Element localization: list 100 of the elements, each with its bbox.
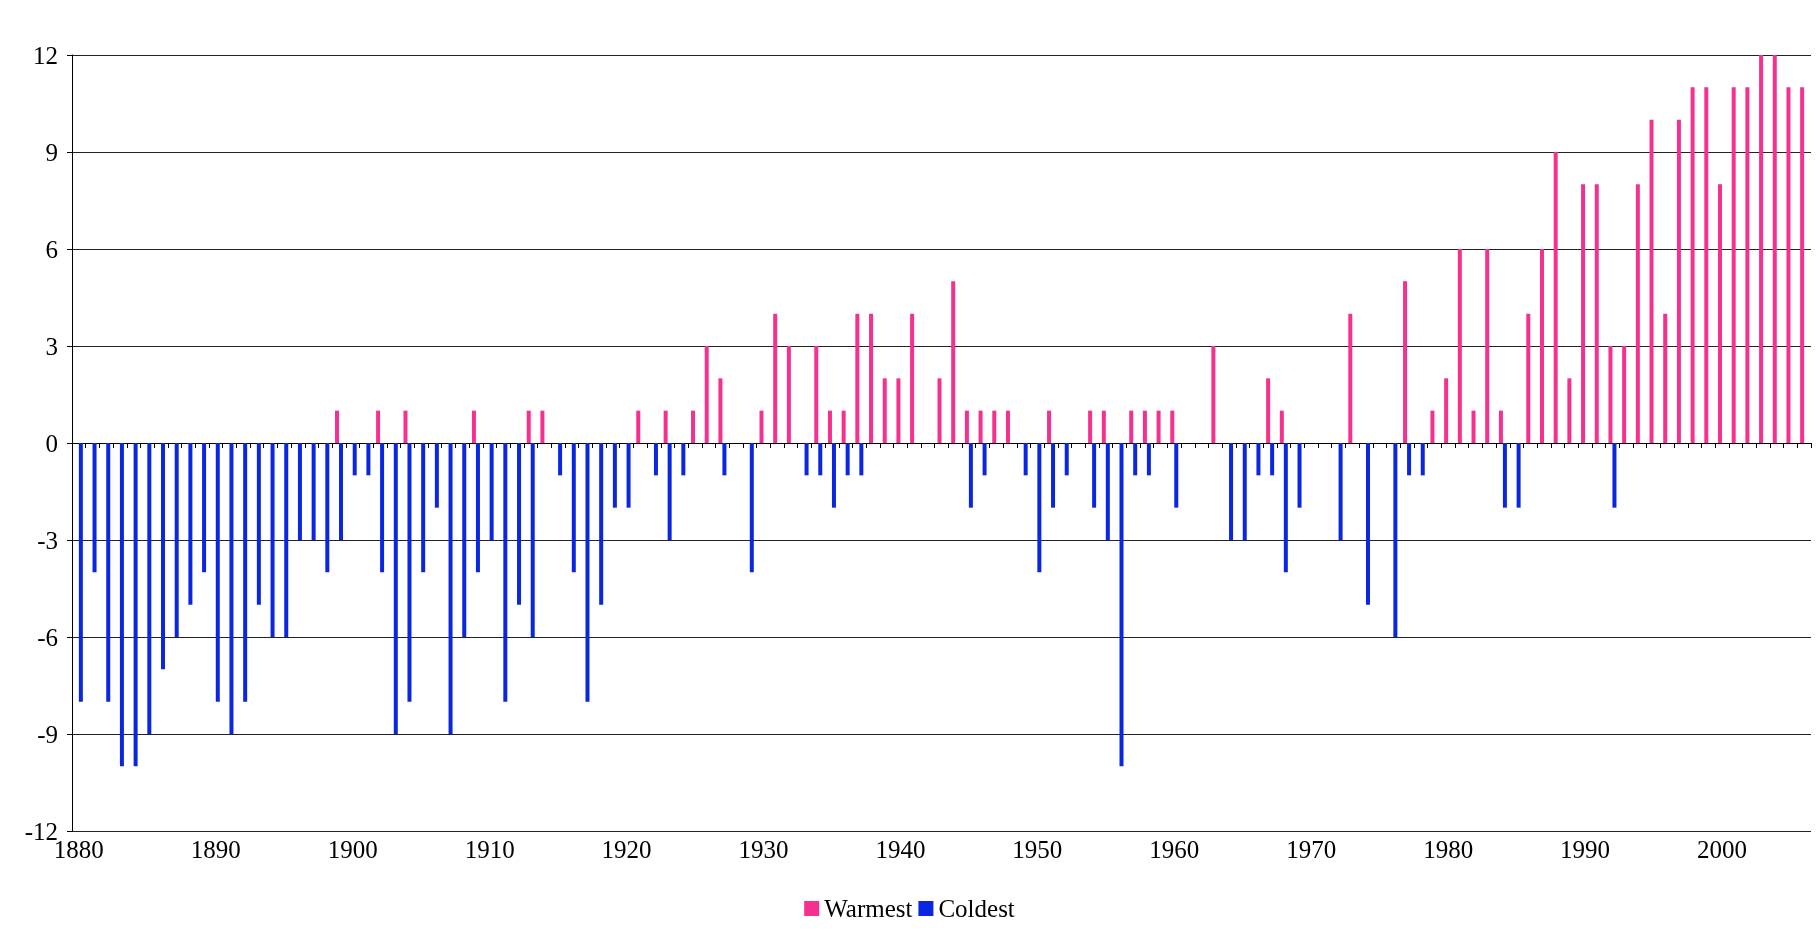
bar [339,443,344,540]
bar [1444,378,1449,443]
bar [636,410,641,443]
bar [1005,410,1010,443]
bar [585,443,590,702]
x-tick-label: 1910 [464,836,515,863]
bar [1365,443,1370,605]
bar [1457,249,1462,443]
bar [1256,443,1261,476]
y-tick-label: 3 [45,332,58,360]
bar [663,410,668,443]
bar [859,443,864,476]
bar [992,410,997,443]
bar [1786,87,1791,443]
bar [325,443,330,573]
bar [503,443,508,702]
bar [1092,443,1097,508]
bar [1676,119,1681,443]
bar [434,443,439,508]
y-tick-label: 9 [45,138,58,166]
bar [1266,378,1271,443]
bar [1037,443,1042,573]
bar [1663,313,1668,443]
x-tick-label: 1920 [601,836,652,863]
bar [1174,443,1179,508]
bar [855,313,860,443]
bar [78,443,83,702]
bar [1420,443,1425,476]
x-tick-label: 1990 [1560,836,1611,863]
bar [393,443,398,734]
bar [691,410,696,443]
bar [92,443,97,573]
bar [1772,55,1777,443]
bar [1407,443,1412,476]
bar [759,410,764,443]
bar [845,443,850,476]
bar [1594,184,1599,443]
bar [174,443,179,637]
bar [1297,443,1302,508]
x-tick-label: 2000 [1697,836,1747,863]
bar [1393,443,1398,637]
bar [1064,443,1069,476]
bar [1047,410,1052,443]
bar [229,443,234,734]
bar [119,443,124,767]
legend-label: Coldest [938,895,1015,922]
bar [558,443,563,476]
bar [1105,443,1110,540]
bar [1608,346,1613,443]
bar [722,443,727,476]
y-tick-label: -6 [37,623,58,651]
x-tick-label: 1930 [738,836,789,863]
bar [1635,184,1640,443]
bar [1516,443,1521,508]
bar [1119,443,1124,767]
bar [786,346,791,443]
bar [964,410,969,443]
bar [718,378,723,443]
bar [681,443,686,476]
bar [1170,410,1175,443]
bar [471,410,476,443]
bar [841,410,846,443]
bar [462,443,467,637]
bar [161,443,165,670]
bar [1229,443,1234,540]
bar [571,443,576,573]
bar [256,443,261,605]
bar [540,410,545,443]
bar [407,443,412,702]
bar [1133,443,1138,476]
bar [526,410,531,443]
bar [1498,410,1503,443]
bar [1142,410,1147,443]
legend-label: Warmest [824,895,913,922]
bar [1283,443,1288,573]
bar [1649,119,1654,443]
bar [773,313,778,443]
bar [982,443,987,476]
bar [951,281,956,443]
bar [1348,313,1353,443]
bar [1567,378,1572,443]
bar [814,346,819,443]
bar [937,378,942,443]
bar [1242,443,1247,540]
bar [106,443,111,702]
y-tick-label: 0 [45,429,58,457]
bar [1704,87,1709,443]
bar [215,443,220,702]
bar [1129,410,1134,443]
bar [1581,184,1586,443]
bar [1800,87,1805,443]
x-tick-label: 1940 [875,836,926,863]
bar [896,378,901,443]
bar [489,443,494,540]
bar [1526,313,1531,443]
bar [1612,443,1617,508]
bar [335,410,340,443]
bar [968,443,973,508]
bar [827,410,832,443]
bar [1211,346,1216,443]
